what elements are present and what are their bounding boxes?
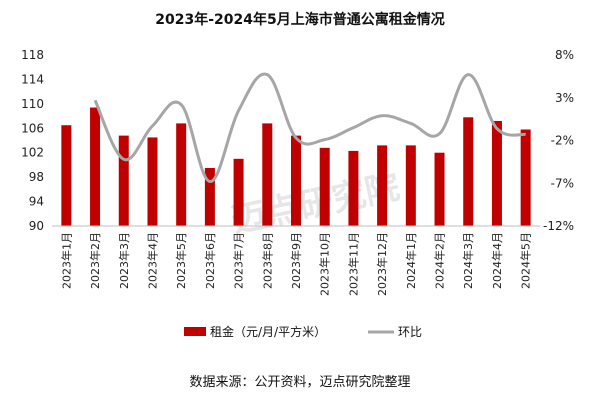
x-tick-label: 2023年3月	[117, 232, 131, 289]
x-tick-label: 2023年7月	[232, 232, 246, 289]
watermark-text: 迈点研究院	[228, 167, 403, 241]
chart-title: 2023年-2024年5月上海市普通公寓租金情况	[155, 11, 444, 28]
x-tick-label: 2023年5月	[174, 232, 188, 289]
left-tick-label: 110	[21, 97, 44, 111]
left-tick-label: 106	[21, 121, 44, 135]
right-tick-label: 3%	[555, 91, 574, 105]
bar-4	[147, 137, 158, 226]
bar-12	[377, 145, 388, 226]
x-tick-label: 2023年1月	[59, 232, 73, 289]
x-tick-label: 2024年5月	[519, 232, 533, 289]
bar-15	[463, 117, 474, 226]
x-tick-label: 2024年4月	[490, 232, 504, 289]
x-tick-label: 2023年6月	[203, 232, 217, 289]
left-axis: 90 94 98 102 106 110 114 118	[21, 48, 540, 233]
x-tick-label: 2023年4月	[145, 232, 159, 289]
right-axis: 8% 3% -2% -7% -12%	[543, 48, 574, 233]
bar-13	[405, 145, 416, 226]
bar-9	[291, 135, 301, 226]
bar-2	[90, 107, 101, 226]
left-tick-label: 114	[21, 72, 44, 86]
x-tick-label: 2023年2月	[88, 232, 102, 289]
bar-14	[434, 152, 445, 226]
bar-11	[348, 150, 359, 226]
x-tick-label: 2023年9月	[289, 232, 303, 289]
x-tick-label: 2024年2月	[433, 232, 447, 289]
x-tick-label: 2024年1月	[404, 232, 418, 289]
bar-7	[233, 158, 244, 226]
bar-8	[262, 123, 273, 226]
left-tick-label: 102	[21, 146, 44, 160]
source-note: 数据来源：公开资料，迈点研究院整理	[189, 375, 410, 390]
x-tick-label: 2023年10月	[318, 232, 332, 296]
right-tick-label: -2%	[551, 134, 574, 148]
legend: 租金（元/月/平方米） 环比	[184, 324, 422, 339]
left-tick-label: 94	[29, 195, 44, 209]
left-tick-label: 118	[21, 48, 44, 62]
x-tick-label: 2023年12月	[375, 232, 389, 296]
bar-16	[491, 120, 502, 226]
left-tick-label: 90	[29, 219, 44, 233]
bar-series	[61, 107, 531, 226]
x-tick-label: 2024年3月	[461, 232, 475, 289]
mom-line	[93, 72, 526, 184]
legend-swatch-rent	[184, 327, 206, 336]
bar-6	[204, 167, 215, 226]
right-tick-label: 8%	[555, 48, 574, 62]
legend-label-mom: 环比	[398, 325, 422, 339]
left-tick-label: 98	[29, 170, 44, 184]
line-series	[93, 72, 526, 184]
right-tick-label: -12%	[543, 219, 574, 233]
right-tick-label: -7%	[551, 176, 574, 190]
x-tick-label: 2023年11月	[346, 232, 360, 296]
legend-label-rent: 租金（元/月/平方米）	[210, 324, 326, 339]
bar-10	[319, 147, 330, 226]
x-tick-label: 2023年8月	[260, 232, 274, 289]
x-axis: 2023年1月 2023年2月 2023年3月 2023年4月 2023年5月 2023年…	[59, 232, 532, 296]
bar-1	[61, 125, 72, 226]
bar-5	[176, 123, 187, 226]
bar-17	[520, 129, 531, 226]
bar-3	[118, 135, 129, 226]
